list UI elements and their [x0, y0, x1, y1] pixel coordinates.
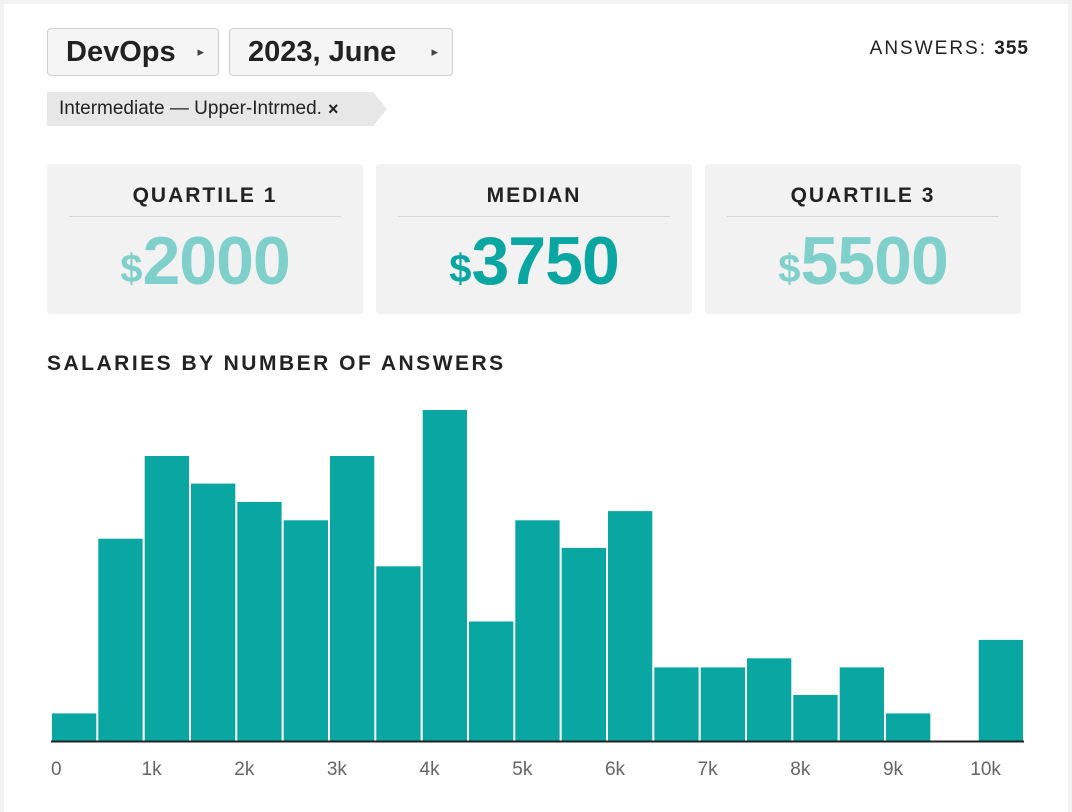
histogram-bar[interactable]: [886, 713, 931, 741]
histogram-bar[interactable]: [283, 520, 328, 741]
category-selector[interactable]: DevOps ▸: [47, 28, 219, 76]
histogram-bar[interactable]: [747, 658, 792, 742]
histogram-bar[interactable]: [98, 538, 143, 741]
currency-symbol: $: [449, 247, 472, 291]
histogram-bar[interactable]: [144, 456, 189, 741]
histogram-bar[interactable]: [515, 520, 560, 741]
quartile-3-label: QUARTILE 3: [727, 184, 999, 217]
median-number: 3750: [471, 223, 619, 299]
currency-symbol: $: [120, 247, 143, 291]
histogram-bar[interactable]: [608, 511, 653, 741]
quartile-1-card: QUARTILE 1 $2000: [47, 164, 363, 314]
histogram-bar[interactable]: [376, 566, 421, 741]
chevron-right-icon: ▸: [197, 44, 204, 59]
chevron-right-icon: ▸: [431, 44, 438, 59]
x-axis-tick-labels: 0 1k 2k 3k 4k 5k 6k 7k 8k 9k 10k: [51, 759, 1001, 780]
median-label: MEDIAN: [398, 184, 670, 217]
x-tick-label: 0: [51, 759, 62, 780]
period-selector[interactable]: 2023, June ▸: [229, 28, 453, 76]
histogram-bar[interactable]: [469, 621, 514, 742]
histogram-bar[interactable]: [561, 547, 606, 741]
x-tick-label: 6k: [605, 759, 626, 780]
x-tick-label: 9k: [883, 759, 904, 780]
level-filter-tag: Intermediate — Upper-Intrmed. ×: [47, 92, 387, 126]
median-value: $3750: [376, 222, 692, 300]
x-tick-label: 10k: [970, 759, 1001, 780]
currency-symbol: $: [778, 247, 801, 291]
histogram-bar[interactable]: [191, 483, 236, 741]
x-tick-label: 4k: [420, 759, 441, 780]
x-tick-label: 5k: [512, 759, 533, 780]
answers-count: 355: [994, 38, 1029, 59]
histogram-bar[interactable]: [330, 456, 375, 741]
chart-title: SALARIES BY NUMBER OF ANSWERS: [47, 352, 506, 375]
x-tick-label: 1k: [142, 759, 163, 780]
period-label: 2023, June: [248, 35, 397, 68]
histogram-bar[interactable]: [654, 667, 699, 741]
quartile-3-card: QUARTILE 3 $5500: [705, 164, 1021, 314]
x-tick-label: 3k: [327, 759, 348, 780]
histogram-bar[interactable]: [793, 695, 838, 741]
histogram-bars: [52, 410, 1023, 742]
x-tick-label: 2k: [234, 759, 255, 780]
quartile-1-number: 2000: [142, 223, 290, 299]
x-tick-label: 8k: [790, 759, 811, 780]
histogram-bar[interactable]: [978, 639, 1023, 741]
histogram-bar[interactable]: [422, 410, 467, 741]
histogram-bar[interactable]: [839, 667, 884, 741]
quartile-3-value: $5500: [705, 222, 1021, 300]
answers-label: ANSWERS:: [869, 38, 988, 59]
histogram-bar[interactable]: [237, 501, 282, 741]
quartile-1-value: $2000: [47, 222, 363, 300]
histogram-bar[interactable]: [700, 667, 745, 741]
quartile-3-number: 5500: [800, 223, 948, 299]
close-icon[interactable]: ×: [327, 98, 339, 119]
x-tick-label: 7k: [698, 759, 719, 780]
quartile-1-label: QUARTILE 1: [69, 184, 341, 217]
category-label: DevOps: [66, 35, 176, 68]
histogram-bar[interactable]: [52, 713, 97, 741]
answers-counter: ANSWERS: 355: [870, 38, 1029, 60]
level-filter-label: Intermediate — Upper-Intrmed.: [59, 98, 322, 119]
median-card: MEDIAN $3750: [376, 164, 692, 314]
